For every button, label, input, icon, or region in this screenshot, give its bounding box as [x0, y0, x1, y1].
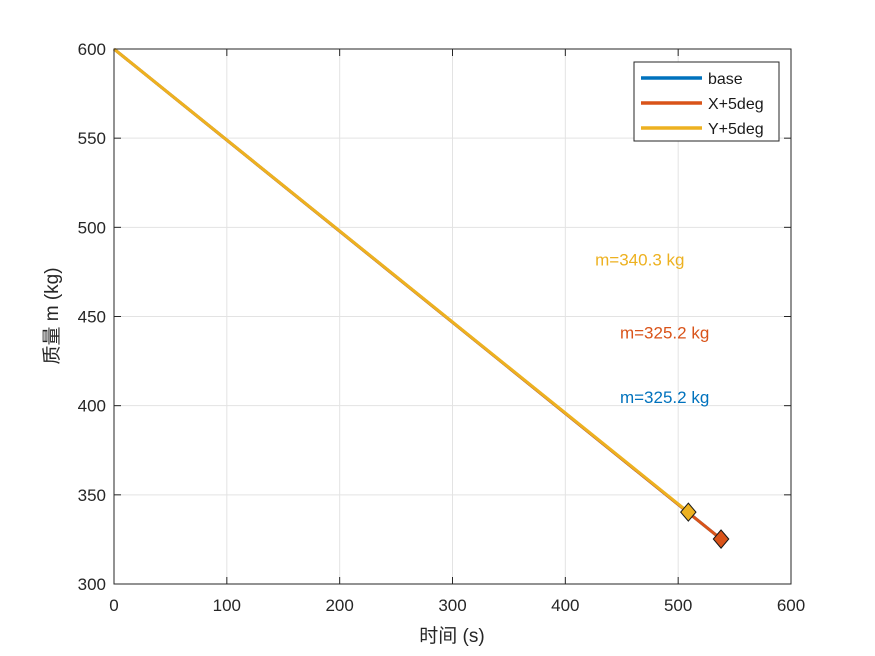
legend-label: Y+5deg [708, 121, 764, 138]
legend-label: base [708, 71, 743, 88]
y-tick-label: 550 [78, 129, 106, 148]
series-line-Y+5deg [113, 47, 690, 514]
annotation-label: m=325.2 kg [620, 324, 709, 343]
end-marker-X+5deg [712, 529, 730, 549]
x-tick-label: 0 [109, 596, 118, 615]
x-tick-label: 200 [325, 596, 353, 615]
y-tick-label: 450 [78, 308, 106, 327]
x-tick-label: 600 [777, 596, 805, 615]
y-tick-label: 600 [78, 40, 106, 59]
annotations: m=340.3 kg m=325.2 kg m=325.2 kg [595, 250, 709, 406]
x-axis-label: 时间 (s) [419, 625, 484, 647]
y-tick-label: 300 [78, 575, 106, 594]
x-tick-label: 500 [664, 596, 692, 615]
x-tick-label: 300 [438, 596, 466, 615]
series-lines [113, 47, 722, 541]
end-marker-Y+5deg [680, 502, 697, 522]
x-tick-label: 400 [551, 596, 579, 615]
y-tick-label: 500 [78, 218, 106, 237]
y-axis-label: 质量 m (kg) [41, 267, 63, 364]
annotation-label: m=325.2 kg [620, 388, 709, 407]
axis-ticks: 0 100 200 300 400 500 600 300 350 400 450 500 550 600 [78, 40, 806, 615]
y-tick-label: 350 [78, 486, 106, 505]
legend: base X+5deg Y+5deg [633, 61, 780, 142]
x-tick-label: 100 [213, 596, 241, 615]
annotation-label: m=340.3 kg [595, 250, 684, 269]
legend-label: X+5deg [708, 96, 764, 113]
end-markers [680, 502, 730, 549]
y-tick-label: 400 [78, 397, 106, 416]
